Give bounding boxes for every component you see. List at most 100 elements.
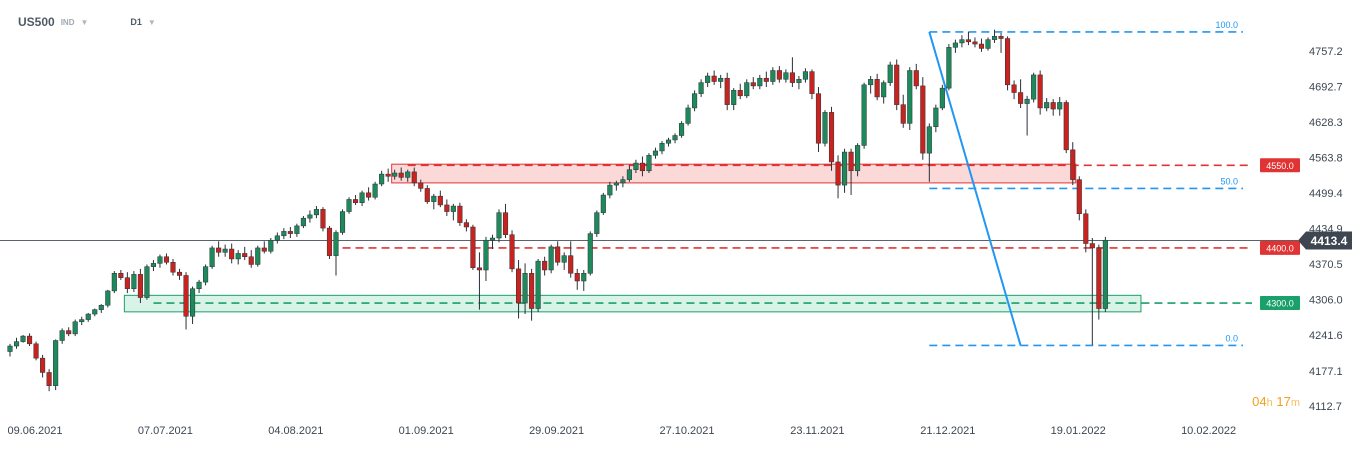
candle-body [776, 70, 782, 80]
candle-body [385, 173, 391, 177]
candle-body [392, 172, 398, 177]
candle-body [848, 151, 854, 172]
candle-body [737, 90, 743, 97]
y-tick-label: 4499.4 [1309, 188, 1343, 200]
candle-body [333, 232, 339, 256]
candle-body [1102, 239, 1108, 309]
timeframe-selector[interactable]: D1 [130, 17, 142, 27]
candle-body [789, 72, 795, 83]
candle [190, 286, 196, 324]
candle-body [1089, 243, 1095, 249]
current-price-label: 4413.4 [1311, 234, 1348, 248]
candle [353, 195, 359, 205]
candle-body [444, 204, 450, 212]
candle [763, 71, 769, 88]
candle [1063, 100, 1069, 154]
candle [418, 179, 424, 192]
candle-body [1044, 102, 1050, 109]
fib-label: 0.0 [1225, 333, 1238, 343]
candle-body [424, 188, 430, 202]
candle [346, 197, 352, 214]
candle-body [620, 179, 626, 184]
candle-body [1011, 84, 1017, 93]
candle [13, 337, 20, 349]
candle-body [535, 260, 541, 309]
candle [7, 343, 13, 357]
candle-body [1024, 98, 1030, 104]
candle [372, 181, 378, 200]
candle [815, 87, 822, 153]
candle [861, 82, 867, 149]
candle-body [1070, 149, 1076, 180]
candle [946, 44, 952, 91]
candle [594, 210, 600, 237]
candle [1011, 80, 1017, 100]
candle [1005, 36, 1011, 91]
candle [235, 250, 241, 265]
candle-body [463, 222, 469, 228]
candle-body [13, 341, 20, 347]
level-tag-support-4300 [1260, 296, 1300, 311]
candle [431, 193, 437, 210]
candle-body [46, 372, 52, 386]
candle-body [1018, 92, 1024, 104]
candle-body [509, 234, 515, 270]
candle-body [763, 77, 769, 82]
candle-body [815, 93, 822, 144]
level-tag-resistance-4550 [1260, 158, 1300, 173]
candle-body [235, 253, 241, 260]
chevron-down-icon[interactable]: ▼ [147, 17, 156, 27]
candle-body [718, 77, 724, 82]
candle-body [828, 112, 835, 163]
candle-body [281, 231, 287, 237]
candle-body [679, 123, 685, 136]
countdown-hours: 04 [1252, 394, 1267, 409]
candle [1083, 209, 1089, 253]
candle [568, 241, 574, 278]
candle [665, 137, 672, 147]
candle-body [98, 304, 104, 310]
candle [1031, 72, 1037, 103]
candle-body [496, 212, 502, 239]
candle-body [757, 77, 763, 87]
y-tick-label: 4241.6 [1309, 330, 1343, 342]
symbol-label[interactable]: US500 [18, 15, 55, 29]
candle [1102, 236, 1108, 312]
candle [27, 333, 33, 347]
candle [574, 268, 580, 290]
candle [261, 241, 267, 254]
candle [522, 263, 528, 315]
candle [450, 203, 456, 221]
candle-countdown: 04h 17m [1252, 394, 1300, 409]
candle-body [659, 142, 665, 152]
candle [287, 226, 293, 239]
candle-body [959, 39, 965, 44]
candle-body [268, 239, 274, 252]
level-tag-label: 4550.0 [1266, 161, 1294, 171]
candle [339, 209, 346, 235]
y-tick-label: 4692.7 [1309, 82, 1343, 94]
candle [33, 341, 39, 361]
candle-body [183, 275, 189, 317]
candle-body [731, 90, 737, 105]
candle-body [1096, 247, 1102, 309]
candle-body [542, 260, 548, 271]
candle-body [665, 139, 672, 144]
candle-body [320, 209, 326, 229]
candle [411, 167, 417, 187]
candle-body [672, 135, 678, 141]
candle-body [750, 82, 756, 87]
candle-body [470, 226, 476, 269]
candle [907, 67, 913, 131]
chevron-down-icon[interactable]: ▼ [80, 17, 89, 27]
countdown-minutes: 17 [1276, 394, 1291, 409]
candle [646, 153, 652, 173]
candle [209, 245, 215, 269]
candle-body [476, 267, 482, 271]
candle [842, 148, 848, 193]
candle-body [137, 274, 143, 298]
candle [437, 190, 443, 208]
candle-body [933, 107, 939, 127]
